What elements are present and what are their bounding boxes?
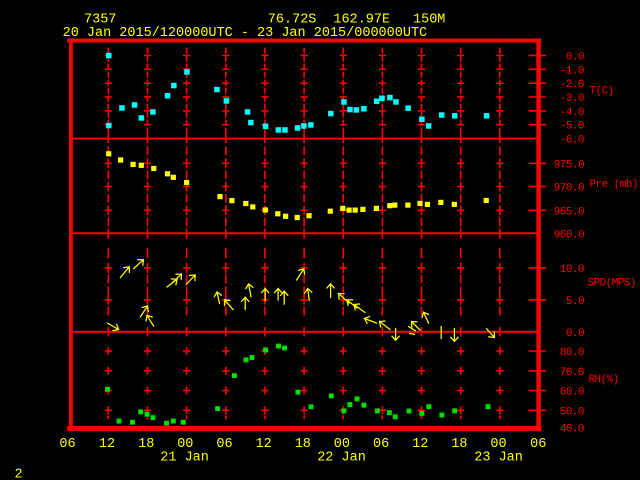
svg-text:70.0: 70.0 (560, 367, 584, 379)
svg-text:975.0: 975.0 (554, 159, 584, 171)
svg-text:SPD(MPS): SPD(MPS) (588, 278, 636, 290)
svg-text:5.0: 5.0 (566, 296, 584, 308)
svg-text:18: 18 (138, 437, 154, 452)
svg-text:60.0: 60.0 (560, 387, 584, 399)
svg-text:12: 12 (255, 437, 271, 452)
svg-text:RH(%): RH(%) (589, 374, 619, 386)
svg-text:40.0: 40.0 (560, 424, 584, 436)
svg-text:50.0: 50.0 (560, 406, 584, 418)
svg-text:18: 18 (295, 437, 311, 452)
svg-text:80.0: 80.0 (560, 347, 584, 359)
svg-text:23 Jan: 23 Jan (474, 451, 523, 466)
svg-text:21 Jan: 21 Jan (160, 451, 209, 466)
svg-text:-4.0: -4.0 (560, 107, 584, 119)
svg-text:970.0: 970.0 (554, 183, 584, 195)
svg-text:-1.0: -1.0 (560, 65, 584, 77)
svg-text:06: 06 (216, 437, 232, 452)
svg-text:-3.0: -3.0 (560, 93, 584, 105)
svg-text:06: 06 (373, 437, 389, 452)
svg-text:12: 12 (99, 437, 115, 452)
svg-text:Pre (mb): Pre (mb) (590, 179, 638, 191)
svg-text:10.0: 10.0 (560, 264, 584, 276)
svg-text:T(C): T(C) (590, 86, 614, 98)
svg-text:162.97E: 162.97E (333, 13, 390, 28)
svg-text:00: 00 (334, 437, 350, 452)
svg-text:06: 06 (59, 437, 75, 452)
svg-text:20 Jan 2015/120000UTC - 23 Jan: 20 Jan 2015/120000UTC - 23 Jan 2015/0000… (63, 26, 428, 41)
svg-text:-2.0: -2.0 (560, 79, 584, 91)
svg-text:06: 06 (530, 437, 546, 452)
svg-text:2: 2 (15, 468, 23, 480)
svg-text:18: 18 (451, 437, 467, 452)
svg-text:-6.0: -6.0 (560, 135, 584, 147)
svg-text:150M: 150M (413, 13, 445, 28)
svg-text:0.0: 0.0 (566, 328, 584, 340)
svg-text:965.0: 965.0 (554, 206, 584, 218)
svg-text:12: 12 (412, 437, 428, 452)
svg-text:-5.0: -5.0 (560, 121, 584, 133)
svg-text:7357: 7357 (84, 13, 116, 28)
svg-text:22 Jan: 22 Jan (317, 451, 366, 466)
svg-text:00: 00 (177, 437, 193, 452)
svg-text:960.0: 960.0 (554, 229, 584, 241)
svg-text:76.72S: 76.72S (268, 13, 317, 28)
svg-text:0.0: 0.0 (566, 51, 584, 63)
svg-text:00: 00 (490, 437, 506, 452)
